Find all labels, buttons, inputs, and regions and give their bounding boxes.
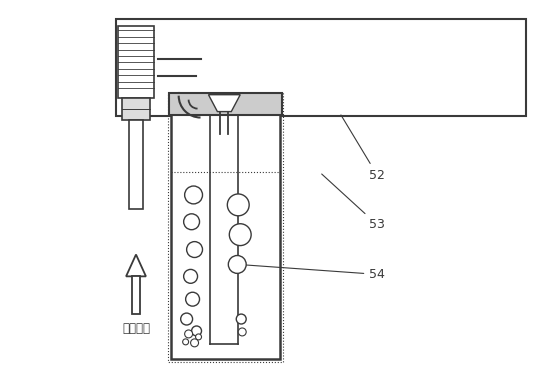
Circle shape [191,339,199,347]
Polygon shape [126,254,146,276]
Bar [116,19,526,116]
Circle shape [228,194,249,216]
Circle shape [187,242,203,257]
Circle shape [238,328,246,336]
Bar [129,119,143,209]
Text: 54: 54 [241,265,385,281]
Bar [122,98,150,119]
Circle shape [186,292,199,306]
Circle shape [195,334,201,340]
Circle shape [182,339,188,345]
Circle shape [228,256,246,273]
Bar [132,276,140,314]
Circle shape [236,314,246,324]
Polygon shape [209,95,240,112]
Circle shape [184,214,199,230]
Bar [118,26,154,98]
Text: 53: 53 [321,174,385,231]
Circle shape [229,224,251,246]
Bar [171,96,280,359]
Text: ガス供給: ガス供給 [122,322,150,335]
Circle shape [185,330,193,338]
Circle shape [181,313,193,325]
Circle shape [192,326,201,336]
Circle shape [184,270,198,283]
Bar [169,93,282,115]
Text: 52: 52 [341,115,385,181]
Circle shape [185,186,203,204]
Bar [168,93,283,362]
